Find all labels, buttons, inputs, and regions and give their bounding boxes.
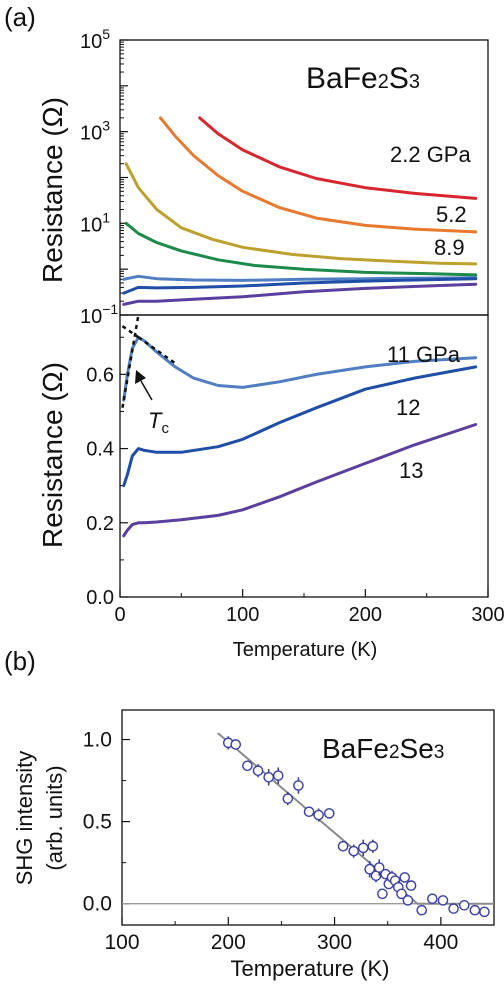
label-2-2-gpa: 2.2 GPa xyxy=(390,142,471,167)
a-bottom-xtick-label: 0 xyxy=(114,604,125,626)
a-bottom-xtick-label: 100 xyxy=(226,604,259,626)
b-data-point xyxy=(293,780,304,791)
b-data-point xyxy=(405,880,417,891)
panel-a-top-ylabel: Resistance (Ω) xyxy=(37,97,68,283)
tc-annotation: Tc xyxy=(135,370,169,437)
panel-a-top-compound: BaFe2S3 xyxy=(306,62,420,95)
b-data-point xyxy=(323,808,335,819)
a-top-ytick-label: 103 xyxy=(80,118,110,145)
a-bottom-ytick-label: 0.2 xyxy=(86,513,114,535)
b-xtick-label: 200 xyxy=(211,931,246,954)
b-ytick-label: 1.0 xyxy=(83,729,112,752)
a-top-ytick-label: 105 xyxy=(80,26,110,53)
a-bottom-ytick-label: 0.4 xyxy=(86,439,114,461)
tc-guide-line xyxy=(121,325,140,339)
b-data-point xyxy=(282,793,294,804)
b-data-point xyxy=(469,904,481,916)
b-xtick-label: 100 xyxy=(104,931,139,954)
b-data-point xyxy=(377,888,388,900)
panel-a-bottom-series xyxy=(122,335,478,538)
panel-a-xlabel: Temperature (K) xyxy=(233,639,378,661)
a-top-series-line-3 xyxy=(124,221,478,277)
panel-b: 100 200 300 400 0.0 0.5 1.0 BaFe2Se3 SHG inten… xyxy=(12,709,495,981)
panel-b-ylabel-line2: (arb. units) xyxy=(42,765,67,870)
b-data-point xyxy=(263,771,274,783)
a-top-series-line-4 xyxy=(122,274,478,282)
b-data-point xyxy=(272,770,284,781)
b-xtick-label: 400 xyxy=(423,931,458,954)
b-data-point xyxy=(402,895,414,906)
label-5-2: 5.2 xyxy=(436,202,467,227)
a-top-series-line-0 xyxy=(198,116,478,200)
a-top-series-line-1 xyxy=(159,116,478,234)
panel-b-ticks: 100 200 300 400 0.0 0.5 1.0 xyxy=(83,729,459,954)
b-data-point xyxy=(303,806,315,818)
panel-a-top-series xyxy=(122,116,478,306)
panel-b-points xyxy=(222,736,490,918)
b-ytick-label: 0.0 xyxy=(83,893,112,916)
b-ytick-label: 0.5 xyxy=(83,811,112,834)
tc-label: Tc xyxy=(148,408,169,437)
b-data-point xyxy=(458,900,470,911)
tc-arrow-head xyxy=(135,370,146,384)
a-top-series-line-5 xyxy=(122,277,478,295)
b-data-point xyxy=(242,760,253,772)
b-data-point xyxy=(416,904,428,916)
b-data-point xyxy=(399,872,411,883)
a-bottom-series-line-2 xyxy=(122,423,478,538)
b-data-point xyxy=(348,845,360,857)
panel-b-label: (b) xyxy=(4,646,36,676)
a-top-ytick-label: 101 xyxy=(80,209,110,236)
tc-arrow-line xyxy=(140,380,153,401)
label-12: 12 xyxy=(396,395,420,420)
b-data-point xyxy=(313,809,324,821)
a-bottom-xtick-label: 300 xyxy=(471,604,504,626)
a-top-series-line-6 xyxy=(122,282,478,306)
label-11-gpa: 11 GPa xyxy=(387,342,461,367)
a-bottom-series-line-1 xyxy=(122,365,478,488)
panel-a-bottom-ticks: 0 100 200 300 0.0 0.2 0.4 0.6 xyxy=(86,336,504,626)
panel-b-frame xyxy=(121,709,495,926)
label-8-9: 8.9 xyxy=(434,235,465,260)
b-data-point xyxy=(373,862,385,873)
a-top-ytick-label: 10−1 xyxy=(80,301,118,328)
b-data-point xyxy=(396,888,407,900)
b-data-point xyxy=(367,840,379,852)
panel-b-xlabel: Temperature (K) xyxy=(231,956,390,981)
b-data-point xyxy=(357,842,369,854)
b-data-point xyxy=(252,765,264,777)
tc-guides xyxy=(121,314,176,408)
b-data-point xyxy=(230,739,242,750)
panel-a-label: (a) xyxy=(4,2,36,32)
a-bottom-ytick-label: 0.6 xyxy=(86,364,114,386)
panel-b-ylabel-line1: SHG intensity xyxy=(12,751,37,886)
label-13: 13 xyxy=(399,458,423,483)
b-data-point xyxy=(448,903,459,914)
a-bottom-ytick-label: 0.0 xyxy=(86,587,114,609)
panel-b-compound: BaFe2Se3 xyxy=(322,733,444,764)
b-data-point xyxy=(437,895,449,906)
b-data-point xyxy=(337,840,349,852)
panel-a-top-ticks: 105 103 101 10−1 xyxy=(80,26,128,328)
panel-a-bottom-ylabel: Resistance (Ω) xyxy=(37,362,68,548)
a-bottom-xtick-label: 200 xyxy=(349,604,382,626)
a-top-series-line-2 xyxy=(124,162,478,266)
b-data-point xyxy=(479,906,490,918)
b-xtick-label: 300 xyxy=(317,931,352,954)
panel-a-bottom: 0 100 200 300 0.0 0.2 0.4 0.6 11 GPa 12 13 Tc R… xyxy=(37,314,504,661)
panel-a-top: 105 103 101 10−1 BaFe2S3 Resistance (Ω) 2.2… xyxy=(37,26,489,328)
b-data-point xyxy=(427,893,438,905)
